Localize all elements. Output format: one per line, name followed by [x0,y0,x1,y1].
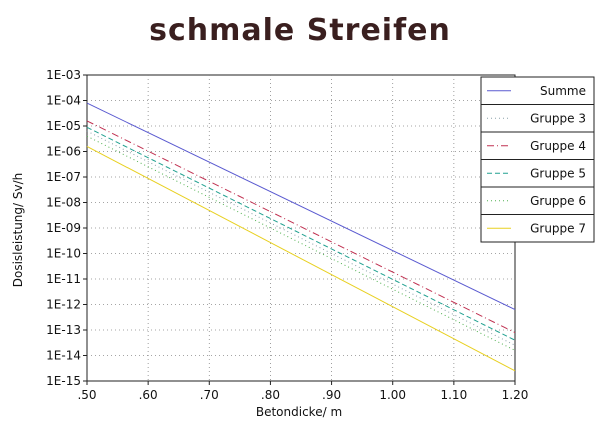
y-tick-label: 1E-06 [46,145,81,159]
series-line-gruppe-3 [86,130,516,346]
y-axis-label: Dosisleistung/ Sv/h [11,173,25,287]
legend-entry: Gruppe 5 [530,166,586,180]
x-tick-label: 1.20 [502,388,529,402]
legend-entry: Gruppe 7 [530,221,586,235]
legend-entry: Gruppe 6 [530,194,586,208]
legend-entry: Gruppe 4 [530,139,586,153]
y-tick-label: 1E-09 [46,221,81,235]
series-line-gruppe-5 [86,126,516,341]
x-tick-label: .60 [139,388,158,402]
y-tick-label: 1E-03 [46,68,81,82]
x-tick-label: .90 [322,388,341,402]
legend-entry: Summe [540,84,586,98]
series-line-gruppe-7 [86,145,516,372]
y-tick-label: 1E-11 [46,272,81,286]
series-line-gruppe-4 [86,120,516,334]
y-tick-label: 1E-08 [46,196,81,210]
chart-title: schmale Streifen [149,13,451,48]
y-tick-label: 1E-13 [46,323,81,337]
y-tick-label: 1E-05 [46,119,81,133]
x-axis-label: Betondicke/ m [256,405,342,419]
x-tick-label: .50 [77,388,96,402]
y-tick-label: 1E-14 [46,349,81,363]
y-tick-label: 1E-07 [46,170,81,184]
y-tick-label: 1E-04 [46,94,81,108]
y-tick-label: 1E-10 [46,247,81,261]
x-tick-label: .70 [200,388,219,402]
x-tick-label: 1.00 [379,388,406,402]
plot-area: .50 .60 .70 .80 .90 1.00 1.10 1.20 1E-03 1E-04 1E-… [46,68,595,402]
series-line-gruppe-6 [86,135,516,351]
series-line-summe [86,102,516,311]
y-tick-label: 1E-15 [46,374,81,388]
x-tick-label: 1.10 [440,388,467,402]
x-tick-label: .80 [261,388,280,402]
y-tick-label: 1E-12 [46,298,81,312]
legend-entry: Gruppe 3 [530,111,586,125]
